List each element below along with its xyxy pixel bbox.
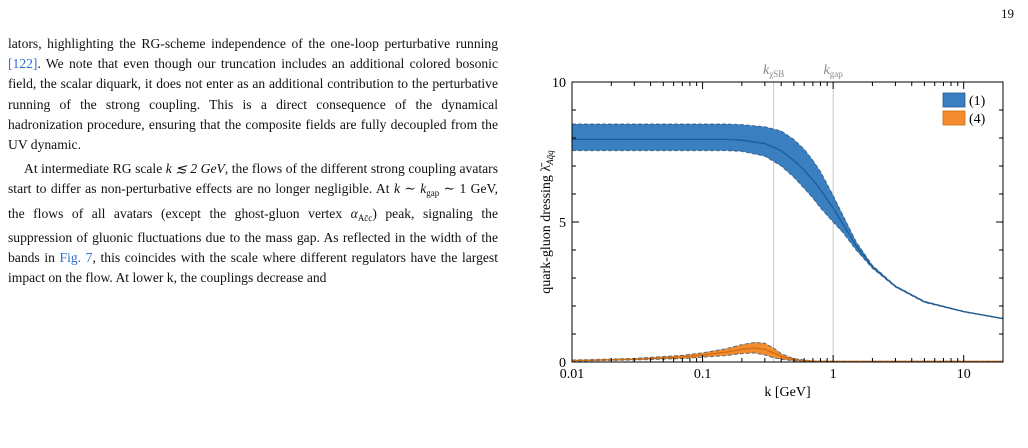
series-upper-1 <box>572 123 1004 319</box>
page-number: 19 <box>1001 6 1014 21</box>
x-axis-label: k [GeV] <box>764 385 810 400</box>
figure: kχSB kgap 0.01 0.1 1 10 0 5 10 k [GeV] quark-gluon… <box>520 52 1028 408</box>
legend-swatch-1 <box>942 92 966 108</box>
vline-label-2: kgap <box>824 63 844 79</box>
paragraph-2: At intermediate RG scale k ≲ 2 GeV, the … <box>8 161 498 286</box>
vline-label-1: kχSB <box>763 63 784 79</box>
series-upper-2 <box>571 341 1003 362</box>
y-tick-label: 0 <box>559 356 566 371</box>
legend-swatch-2 <box>942 110 966 126</box>
y-tick-label: 10 <box>552 76 566 91</box>
series-lower-2 <box>571 352 1003 363</box>
series-band-1 <box>572 124 1003 319</box>
legend-label-2: (4) <box>969 112 986 127</box>
y-axis-label: quark-gluon dressing λ̄Aq̄q <box>539 150 555 294</box>
figure-link[interactable]: Fig. 7 <box>59 250 93 266</box>
y-tick-label: 5 <box>559 216 566 231</box>
x-tick-label: 0.01 <box>560 367 585 382</box>
citation-link[interactable]: [122] <box>8 56 38 72</box>
paragraph-1: lators, highlighting the RG-scheme indep… <box>8 36 498 153</box>
chart: kχSB kgap 0.01 0.1 1 10 0 5 10 k [GeV] quark-gluon… <box>539 63 1004 400</box>
series-lower-1 <box>572 150 1004 320</box>
series-line-2 <box>571 347 1003 363</box>
series-line-1 <box>572 138 1004 320</box>
body-text: lators, highlighting the RG-scheme indep… <box>8 34 498 288</box>
x-tick-label: 1 <box>830 367 837 382</box>
legend-label-1: (1) <box>969 94 986 109</box>
x-tick-label: 0.1 <box>694 367 712 382</box>
x-tick-label: 10 <box>957 367 971 382</box>
